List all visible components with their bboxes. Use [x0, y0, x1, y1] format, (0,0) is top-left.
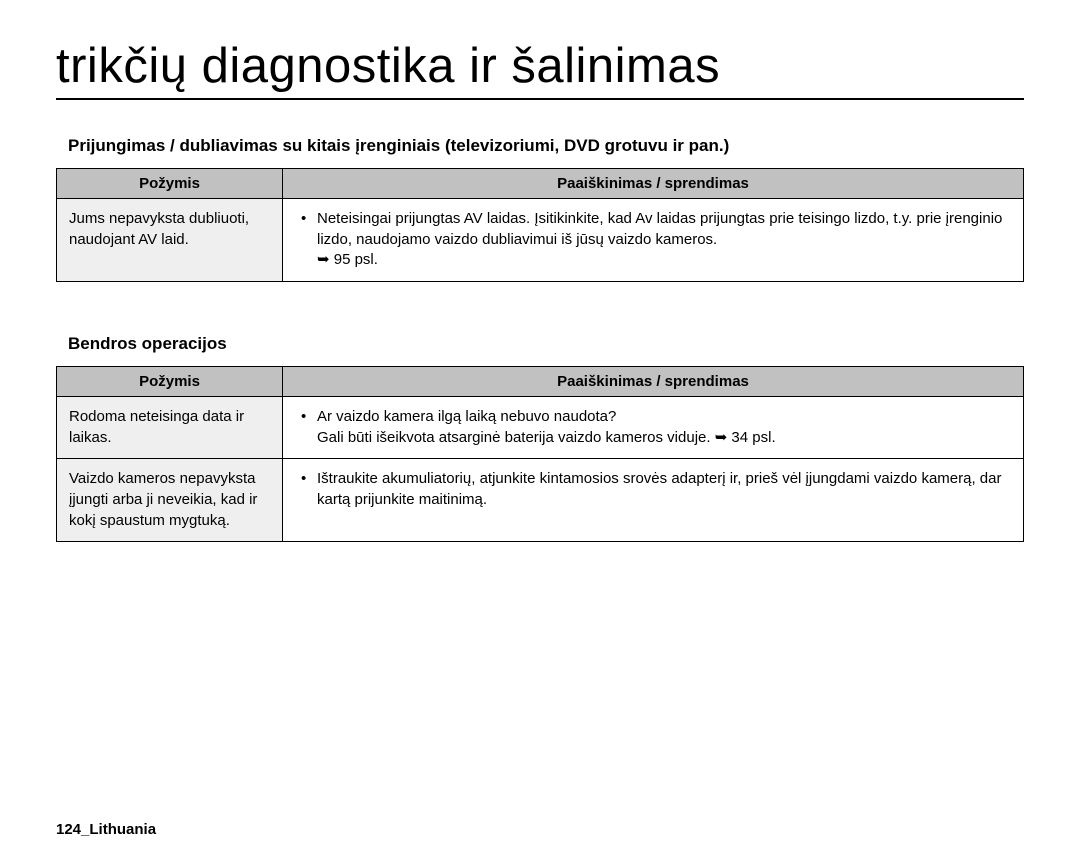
- symptom-cell: Vaizdo kameros nepavyksta įjungti arba j…: [57, 459, 283, 542]
- page-title: trikčių diagnostika ir šalinimas: [56, 40, 1024, 98]
- table-row: Jums nepavyksta dubliuoti, naudojant AV …: [57, 198, 1024, 281]
- page-reference: Gali būti išeikvota atsarginė baterija v…: [295, 428, 1013, 449]
- title-underline: trikčių diagnostika ir šalinimas: [56, 40, 1024, 100]
- table-header-symptom: Požymis: [57, 366, 283, 396]
- solution-cell: Neteisingai prijungtas AV laidas. Įsitik…: [283, 198, 1024, 281]
- section-connection: Prijungimas / dubliavimas su kitais įren…: [56, 136, 1024, 282]
- solution-bullet: Ar vaizdo kamera ilgą laiką nebuvo naudo…: [317, 407, 1013, 428]
- table-header-symptom: Požymis: [57, 168, 283, 198]
- table-row: Rodoma neteisinga data ir laikas. Ar vai…: [57, 396, 1024, 458]
- symptom-cell: Rodoma neteisinga data ir laikas.: [57, 396, 283, 458]
- solution-bullet: Ištraukite akumuliatorių, atjunkite kint…: [317, 469, 1013, 510]
- section-general: Bendros operacijos Požymis Paaiškinimas …: [56, 334, 1024, 542]
- page-container: trikčių diagnostika ir šalinimas Prijung…: [0, 0, 1080, 868]
- solution-cell: Ištraukite akumuliatorių, atjunkite kint…: [283, 459, 1024, 542]
- table-header-solution: Paaiškinimas / sprendimas: [283, 168, 1024, 198]
- troubleshoot-table-connection: Požymis Paaiškinimas / sprendimas Jums n…: [56, 168, 1024, 282]
- page-reference: ➥ 95 psl.: [295, 250, 1013, 271]
- section-heading-connection: Prijungimas / dubliavimas su kitais įren…: [68, 136, 1024, 156]
- troubleshoot-table-general: Požymis Paaiškinimas / sprendimas Rodoma…: [56, 366, 1024, 542]
- page-footer: 124_Lithuania: [56, 821, 156, 838]
- symptom-cell: Jums nepavyksta dubliuoti, naudojant AV …: [57, 198, 283, 281]
- table-header-solution: Paaiškinimas / sprendimas: [283, 366, 1024, 396]
- solution-cell: Ar vaizdo kamera ilgą laiką nebuvo naudo…: [283, 396, 1024, 458]
- solution-bullet: Neteisingai prijungtas AV laidas. Įsitik…: [317, 209, 1013, 250]
- table-row: Vaizdo kameros nepavyksta įjungti arba j…: [57, 459, 1024, 542]
- section-heading-general: Bendros operacijos: [68, 334, 1024, 354]
